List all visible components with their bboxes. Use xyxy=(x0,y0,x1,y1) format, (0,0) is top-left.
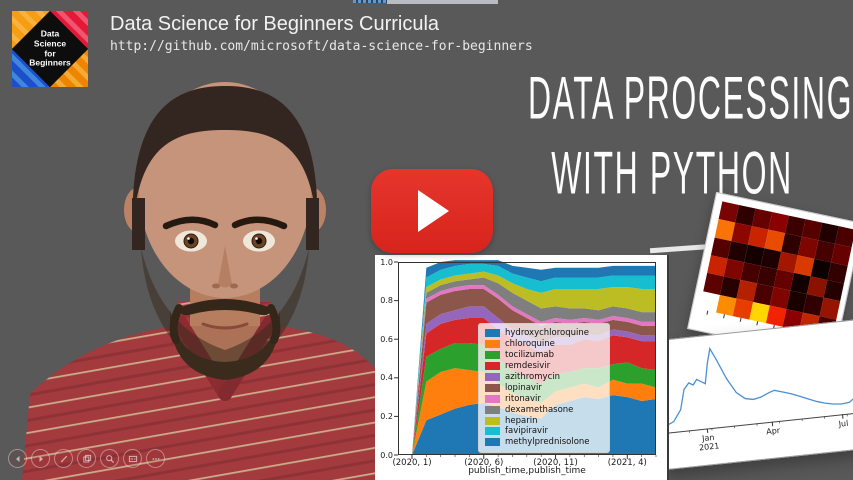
presenter-photo xyxy=(22,82,395,480)
legend-entry: favipiravir xyxy=(485,426,603,437)
repo-url: http://github.com/microsoft/data-science… xyxy=(110,39,533,54)
area-series-heparin xyxy=(412,271,656,455)
x-axis-tick-label: (2021, 4) xyxy=(607,458,647,468)
area-series-ritonavir xyxy=(412,285,656,455)
x-axis-tick-label: (2020, 11) xyxy=(533,458,578,468)
presenter-controls xyxy=(8,449,165,468)
hero-title-line1: Data Processing xyxy=(528,66,853,132)
legend-label: lopinavir xyxy=(505,382,542,393)
zoom-button[interactable] xyxy=(100,449,119,468)
y-axis-tick-label: 0.8 xyxy=(380,296,393,306)
next-icon xyxy=(39,455,43,462)
legend-swatch xyxy=(485,373,500,381)
all-slides-button[interactable] xyxy=(77,449,96,468)
top-edge-blue-sliver xyxy=(353,0,387,3)
trend-line-plot xyxy=(665,346,853,436)
legend-entry: dexamethasone xyxy=(485,404,603,415)
legend-label: ritonavir xyxy=(505,393,541,404)
previous-button[interactable] xyxy=(8,449,27,468)
page-title: Data Science for Beginners Curricula xyxy=(110,13,440,35)
legend-entry: chloroquine xyxy=(485,339,603,350)
legend-swatch xyxy=(485,362,500,371)
y-axis-tick-label: 0.2 xyxy=(380,411,393,421)
legend-entry: lopinavir xyxy=(485,382,603,393)
legend-swatch xyxy=(485,329,500,338)
chart-legend: hydroxychloroquine chloroquine tocilizumab… xyxy=(478,323,610,453)
hero-title: Data Processing with Python xyxy=(492,66,853,207)
area-series-dexamethasone xyxy=(412,277,656,455)
logo-line: Beginners xyxy=(29,57,71,68)
logo-line: Data xyxy=(40,28,60,39)
x-axis-tick-label: (2020, 6) xyxy=(464,458,504,468)
legend-swatch xyxy=(485,394,500,403)
zoom-icon xyxy=(105,454,114,463)
captions-icon xyxy=(128,455,137,462)
stacked-area-chart: 1.0 0.8 0.6 0.4 0.2 0.0 (2020, 1) (2020, 6) (202… xyxy=(375,255,669,480)
logo-line: Science xyxy=(33,38,67,49)
y-axis-tick-label: 0.6 xyxy=(380,334,393,344)
legend-label: favipiravir xyxy=(505,426,548,437)
legend-swatch xyxy=(485,383,500,392)
legend-swatch xyxy=(485,340,500,349)
legend-label: azithromycin xyxy=(505,372,560,382)
legend-entry: methylprednisolone xyxy=(485,437,603,448)
x-axis-tick-label: Apr xyxy=(765,425,781,437)
pen-button[interactable] xyxy=(54,449,73,468)
legend-entry: heparin xyxy=(485,415,603,426)
legend-swatch xyxy=(485,351,500,360)
next-button[interactable] xyxy=(31,449,50,468)
top-edge-gray-sliver xyxy=(387,0,498,4)
legend-swatch xyxy=(485,438,500,447)
trend-line-series xyxy=(665,346,853,427)
legend-label: remdesivir xyxy=(505,361,551,372)
y-axis-tick-label: 1.0 xyxy=(380,257,393,267)
more-icon xyxy=(152,457,159,460)
legend-entry: remdesivir xyxy=(485,361,603,372)
legend-swatch xyxy=(485,405,500,414)
legend-label: heparin xyxy=(505,415,538,426)
legend-label: dexamethasone xyxy=(505,404,574,415)
legend-swatch xyxy=(485,416,500,425)
y-axis-tick-label: 0.4 xyxy=(380,373,393,383)
youtube-play-button[interactable] xyxy=(371,169,493,253)
more-button[interactable] xyxy=(146,449,165,468)
captions-button[interactable] xyxy=(123,449,142,468)
play-icon xyxy=(418,190,449,232)
legend-label: tocilizumab xyxy=(505,350,555,361)
legend-label: methylprednisolone xyxy=(505,437,590,448)
logo-line: for xyxy=(44,48,56,58)
x-axis-title: publish_time,publish_time xyxy=(468,466,586,476)
all-slides-icon xyxy=(82,454,91,462)
area-series-azithromycin xyxy=(412,306,656,455)
legend-label: chloroquine xyxy=(505,339,555,350)
x-axis-tick-label: Jan 2021 xyxy=(698,432,720,453)
legend-entry: azithromycin xyxy=(485,372,603,383)
y-axis-tick-label: 0.0 xyxy=(380,450,393,460)
legend-entry: hydroxychloroquine xyxy=(485,328,603,339)
trend-line-chart: Jan 2021 Apr Jul xyxy=(650,310,853,471)
channel-logo: Data Science for Beginners xyxy=(12,11,88,87)
legend-entry: ritonavir xyxy=(485,393,603,404)
x-axis-tick-label: Jul xyxy=(838,418,849,429)
hero-title-line2: with Python xyxy=(551,141,793,207)
x-axis-tick-label: (2020, 1) xyxy=(392,458,432,468)
area-series-favipiravir xyxy=(412,263,656,455)
legend-entry: tocilizumab xyxy=(485,350,603,361)
legend-swatch xyxy=(485,427,500,436)
pen-icon xyxy=(60,455,67,462)
logo-text: Data Science for Beginners xyxy=(12,29,88,68)
previous-icon xyxy=(15,455,19,462)
legend-label: hydroxychloroquine xyxy=(505,328,590,339)
